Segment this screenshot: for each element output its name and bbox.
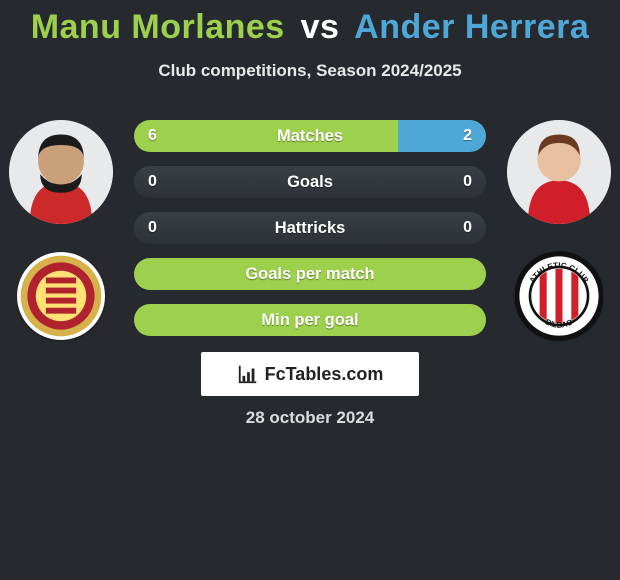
chart-icon (237, 363, 259, 385)
stat-bars: 62Matches 00Goals 00Hattricks Goals per mat… (134, 120, 486, 336)
stat-bar: 00Hattricks (134, 212, 486, 244)
stat-label: Matches (134, 120, 486, 152)
stat-bar: 00Goals (134, 166, 486, 198)
mallorca-badge-icon (19, 254, 103, 338)
player2-avatar (507, 120, 611, 224)
right-column: ATHLETIC CLUB BILBAO (504, 120, 614, 340)
player1-avatar-svg (9, 120, 113, 224)
stat-bar: Goals per match (134, 258, 486, 290)
player2-club-badge: ATHLETIC CLUB BILBAO (515, 252, 603, 340)
brand-box: FcTables.com (201, 352, 419, 396)
stat-bar: Min per goal (134, 304, 486, 336)
stat-label: Goals (134, 166, 486, 198)
date-text: 28 october 2024 (0, 408, 620, 428)
stat-label: Goals per match (134, 258, 486, 290)
title-player2: Ander Herrera (354, 8, 589, 46)
title-player1: Manu Morlanes (31, 8, 285, 46)
player2-avatar-svg (507, 120, 611, 224)
title-vs: vs (301, 8, 340, 46)
left-column (6, 120, 116, 340)
page-title: Manu Morlanes vs Ander Herrera (0, 0, 620, 47)
stat-label: Hattricks (134, 212, 486, 244)
athletic-badge-icon: ATHLETIC CLUB BILBAO (515, 248, 603, 344)
stat-bar: 62Matches (134, 120, 486, 152)
player1-avatar (9, 120, 113, 224)
brand-text: FcTables.com (265, 364, 384, 385)
player1-club-badge (17, 252, 105, 340)
subtitle: Club competitions, Season 2024/2025 (0, 61, 620, 81)
stat-label: Min per goal (134, 304, 486, 336)
